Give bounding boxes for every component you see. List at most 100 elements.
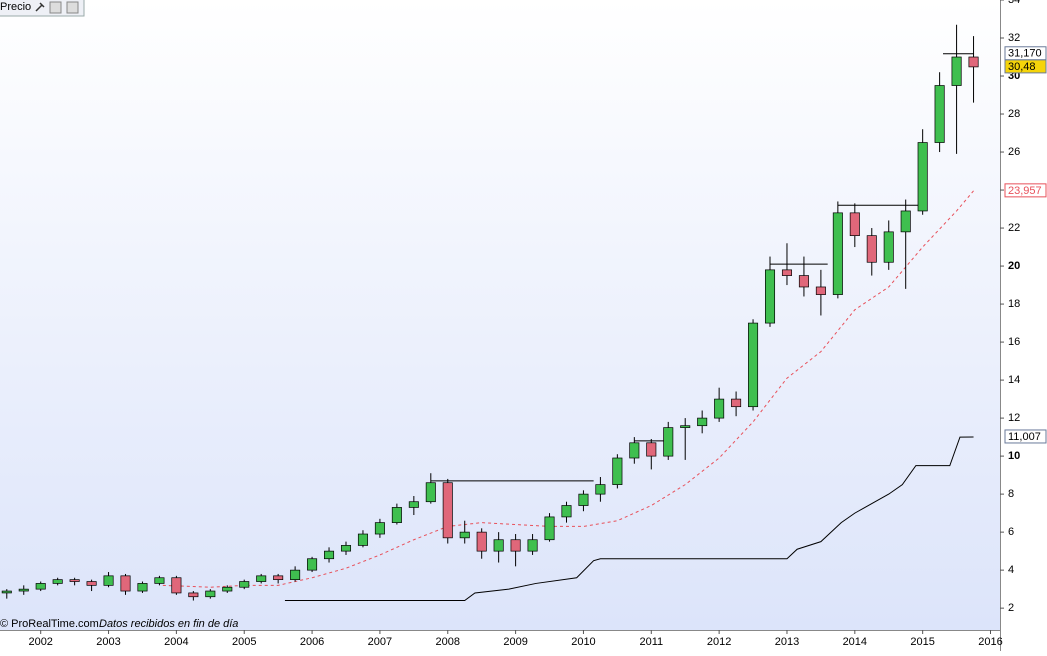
y-tick-label: 16 — [1008, 336, 1020, 348]
candle-body — [69, 579, 80, 582]
candle-body — [697, 417, 708, 427]
x-tick-label: 2006 — [300, 636, 324, 648]
candle-body — [714, 398, 725, 419]
price-label: 11,007 — [1008, 431, 1041, 443]
candle-body — [137, 583, 148, 592]
candle-body — [391, 507, 402, 523]
x-axis-background — [0, 630, 1000, 651]
candle-body — [86, 581, 97, 586]
candle-body — [493, 539, 504, 552]
y-tick-label: 26 — [1008, 146, 1020, 158]
y-tick-label: 18 — [1008, 298, 1020, 310]
price-label-box — [1004, 429, 1047, 444]
y-tick-label: 4 — [1008, 564, 1014, 576]
candle-body — [764, 269, 776, 324]
candle-body — [222, 586, 233, 592]
x-tick-label: 2011 — [639, 636, 663, 648]
candle-body — [798, 275, 809, 288]
candle-body — [425, 482, 436, 503]
x-tick-label: 2016 — [978, 636, 1002, 648]
footer-note: Datos recibidos en fin de día — [99, 618, 238, 630]
x-tick-label: 2008 — [436, 636, 460, 648]
candle-body — [442, 482, 453, 539]
candle-body — [120, 575, 131, 592]
price-label: 23,957 — [1008, 185, 1042, 197]
x-tick-label: 2010 — [571, 636, 595, 648]
x-tick-label: 2003 — [96, 636, 120, 648]
x-tick-label: 2004 — [164, 636, 188, 648]
price-label-box — [1004, 183, 1047, 198]
x-tick-label: 2009 — [503, 636, 527, 648]
x-tick-label: 2014 — [843, 636, 867, 648]
candle-body — [883, 231, 894, 263]
candle-body — [188, 592, 199, 598]
candle-body — [815, 286, 826, 295]
candle-body — [273, 575, 284, 580]
candle-body — [290, 569, 301, 580]
y-tick-label: 6 — [1008, 526, 1014, 538]
candle-body — [1, 590, 12, 594]
candle-body — [917, 142, 928, 212]
y-tick-label: 20 — [1008, 260, 1020, 272]
candle-body — [476, 531, 487, 552]
chart-title: Precio — [0, 1, 31, 13]
candle-body — [18, 588, 29, 592]
y-tick-label: 10 — [1008, 450, 1020, 462]
candle-body — [357, 533, 368, 546]
candle-body — [527, 539, 538, 552]
candle-body — [595, 484, 606, 495]
price-label: 30,48 — [1008, 61, 1036, 73]
candle-body — [544, 516, 555, 541]
candle-body — [307, 558, 318, 571]
y-tick-label: 28 — [1008, 108, 1020, 120]
price-label-box — [1004, 59, 1047, 74]
candle-body — [646, 442, 657, 457]
x-tick-label: 2013 — [775, 636, 799, 648]
candle-body — [154, 577, 165, 584]
candle-body — [239, 581, 250, 588]
x-tick-label: 2005 — [232, 636, 256, 648]
add-icon[interactable] — [49, 1, 62, 14]
y-tick-label: 14 — [1008, 374, 1020, 386]
candle-body — [324, 550, 335, 560]
candle-body — [900, 210, 911, 233]
settings-icon[interactable] — [35, 2, 45, 12]
candle-body — [663, 427, 674, 457]
y-tick-label: 22 — [1008, 222, 1020, 234]
candle-body — [103, 575, 114, 586]
plot-background — [0, 0, 1000, 630]
candle-body — [35, 583, 46, 590]
y-tick-label: 32 — [1008, 32, 1020, 44]
candle-body — [832, 212, 843, 295]
candle-body — [612, 457, 623, 485]
candle-body — [866, 235, 877, 263]
candle-body — [731, 398, 742, 408]
header-box — [0, 0, 85, 17]
close-icon[interactable] — [66, 1, 79, 14]
x-tick-label: 2002 — [28, 636, 52, 648]
candle-body — [52, 579, 63, 584]
x-tick-label: 2012 — [707, 636, 731, 648]
candle-body — [748, 322, 759, 408]
candle-body — [951, 56, 962, 86]
candle-body — [934, 85, 945, 143]
candle-body — [205, 590, 216, 598]
candle-body — [680, 425, 691, 428]
y-tick-label: 12 — [1008, 412, 1020, 424]
candle-body — [171, 577, 182, 594]
candle-body — [374, 522, 385, 535]
candle-body — [629, 442, 640, 459]
axis-background — [1000, 0, 1047, 651]
moving-average — [162, 190, 974, 588]
y-tick-label: 8 — [1008, 488, 1014, 500]
candle-body — [849, 212, 860, 237]
candle-body — [578, 493, 589, 506]
price-label: 31,170 — [1008, 48, 1042, 60]
candle-body — [340, 545, 352, 552]
x-tick-label: 2015 — [910, 636, 934, 648]
candle-body — [968, 56, 979, 68]
candle-body — [781, 269, 792, 276]
footer: © ProRealTime.com — [0, 618, 99, 630]
candle-body — [459, 531, 470, 539]
